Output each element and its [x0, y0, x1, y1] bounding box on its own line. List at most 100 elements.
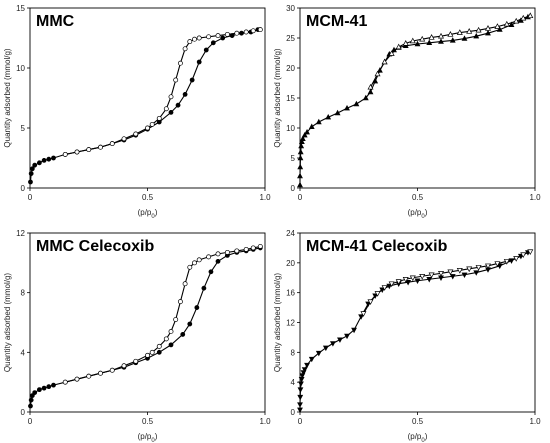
adsorption-point: [297, 387, 304, 393]
y-tick-label: 0: [21, 408, 26, 417]
desorption-point: [192, 260, 197, 266]
adsorption-point: [41, 385, 47, 391]
desorption-point: [187, 39, 193, 45]
desorption-point: [250, 245, 256, 251]
x-tick-label: 0.5: [412, 417, 424, 426]
adsorption-point: [297, 172, 303, 179]
y-axis-label: Quantity adsorbed (mmol/g): [273, 273, 282, 372]
y-tick-label: 15: [286, 94, 295, 103]
desorption-point: [145, 125, 150, 131]
panel-title: MMC: [36, 13, 75, 30]
desorption-point: [74, 376, 80, 382]
desorption-point: [206, 34, 212, 40]
desorption-point: [503, 259, 510, 265]
desorption-series: [367, 12, 534, 90]
desorption-point: [257, 243, 263, 249]
adsorption-point: [362, 94, 369, 101]
desorption-point: [409, 275, 416, 282]
panel-title: MCM-41 Celecoxib: [306, 238, 448, 255]
desorption-point: [438, 271, 444, 277]
desorption-point: [86, 147, 92, 153]
desorption-point: [192, 36, 197, 42]
desorption-point: [168, 94, 174, 100]
adsorption-point: [210, 40, 216, 46]
desorption-point: [456, 29, 463, 35]
adsorption-point: [182, 92, 188, 97]
desorption-series: [62, 243, 263, 385]
adsorption-point: [297, 163, 304, 170]
x-tick-label: 0.5: [412, 193, 424, 202]
y-tick-label: 8: [21, 289, 26, 298]
x-axis-label-close: ): [425, 208, 428, 217]
desorption-point: [243, 29, 249, 35]
x-axis-label-main: (p/p: [138, 432, 152, 441]
adsorption-point: [194, 305, 200, 310]
desorption-point: [168, 329, 174, 334]
adsorption-point: [297, 148, 304, 155]
desorption-point: [149, 349, 155, 355]
plot-frame: [29, 232, 266, 413]
x-axis-label-close: ): [425, 432, 428, 441]
desorption-point: [62, 379, 68, 385]
desorption-point: [402, 40, 409, 46]
adsorption-point: [32, 390, 38, 396]
desorption-point: [374, 70, 381, 77]
adsorption-point: [473, 32, 480, 39]
adsorption-point: [29, 166, 35, 172]
adsorption-point: [367, 88, 374, 95]
desorption-point: [177, 60, 183, 66]
desorption-point: [177, 299, 183, 305]
adsorption-point: [337, 337, 343, 343]
desorption-point: [215, 33, 221, 39]
desorption-point: [388, 281, 395, 288]
y-axis-label: Quantity adsorbed (mmol/g): [273, 48, 282, 147]
y-tick-label: 4: [21, 348, 26, 357]
desorption-point: [367, 299, 374, 305]
x-tick-label: 0: [298, 193, 303, 202]
desorption-point: [98, 144, 103, 150]
adsorption-point: [168, 342, 174, 348]
desorption-point: [475, 265, 482, 271]
y-tick-label: 5: [291, 154, 296, 163]
desorption-point: [109, 141, 115, 147]
x-tick-label: 0: [28, 417, 33, 426]
desorption-line: [65, 245, 261, 383]
adsorption-point: [28, 397, 34, 403]
adsorption-point: [329, 341, 336, 347]
x-tick-label: 0: [298, 417, 303, 426]
adsorption-point: [297, 402, 303, 408]
desorption-point: [234, 248, 240, 254]
desorption-point: [428, 272, 435, 279]
desorption-point: [224, 249, 230, 255]
y-tick-label: 8: [291, 348, 296, 357]
x-axis-label: (p/p0): [138, 208, 158, 220]
desorption-point: [485, 263, 491, 270]
desorption-point: [513, 256, 520, 262]
adsorption-point: [298, 381, 304, 387]
adsorption-point: [298, 142, 305, 149]
desorption-point: [145, 352, 150, 358]
x-tick-label: 1.0: [529, 193, 541, 202]
adsorption-point: [315, 118, 322, 125]
desorption-point: [381, 58, 388, 65]
desorption-point: [520, 252, 527, 258]
adsorption-point: [485, 29, 491, 36]
desorption-point: [360, 311, 367, 317]
adsorption-series: [28, 27, 261, 185]
adsorption-point: [438, 38, 444, 44]
adsorption-point: [301, 367, 308, 373]
desorption-point: [527, 249, 534, 256]
adsorption-point: [46, 156, 52, 162]
y-tick-label: 5: [21, 124, 26, 133]
adsorption-point: [32, 162, 38, 168]
panel-title: MCM-41: [306, 13, 367, 30]
adsorption-point: [37, 387, 42, 393]
desorption-point: [182, 281, 188, 287]
desorption-point: [527, 12, 534, 19]
adsorption-point: [51, 382, 56, 388]
desorption-point: [234, 30, 240, 36]
desorption-point: [109, 367, 115, 373]
